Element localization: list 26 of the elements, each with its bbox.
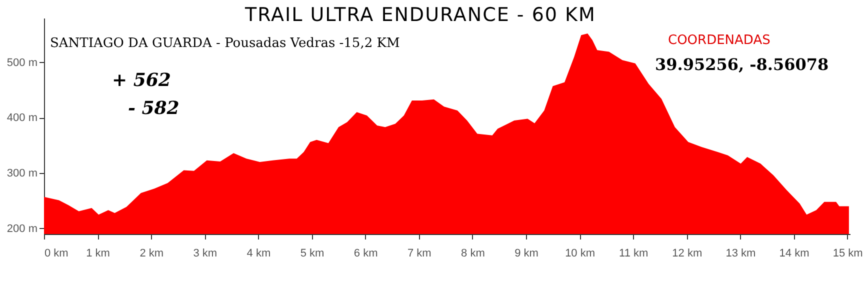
y-tick-label: 200 m <box>6 222 38 235</box>
x-tick-label: 15 km <box>832 248 863 260</box>
y-tick-label: 400 m <box>6 112 38 124</box>
x-tick-label: 1 km <box>86 248 110 260</box>
x-tick-label: 7 km <box>407 248 432 260</box>
x-tick-label: 13 km <box>726 248 756 260</box>
x-tick-label: 8 km <box>461 248 485 260</box>
x-tick-label: 9 km <box>514 248 538 260</box>
x-tick-label: 2 km <box>140 248 164 260</box>
annotation: 39.95256, -8.56078 <box>655 55 829 74</box>
x-tick-label: 3 km <box>193 248 218 260</box>
x-tick-label: 12 km <box>672 248 702 260</box>
x-tick-label: 5 km <box>300 248 324 260</box>
x-tick-label: 10 km <box>565 248 596 260</box>
chart-title: TRAIL ULTRA ENDURANCE - 60 KM <box>245 4 596 26</box>
x-tick-label: 11 km <box>619 248 648 260</box>
x-tick-label: 14 km <box>779 248 810 260</box>
x-tick-label: 4 km <box>246 248 271 260</box>
text: SANTIAGO DA GUARDA - Pousadas Vedras -15,2 KM <box>50 36 400 51</box>
annotation: + 562 <box>112 70 171 91</box>
x-tick-label: 6 km <box>354 248 378 260</box>
annotation: - 582 <box>128 98 180 119</box>
y-tick-label: 500 m <box>6 56 38 69</box>
annotation: COORDENADAS <box>668 33 770 48</box>
x-tick-label: 0 km <box>44 248 68 260</box>
y-tick-label: 300 m <box>6 168 38 180</box>
